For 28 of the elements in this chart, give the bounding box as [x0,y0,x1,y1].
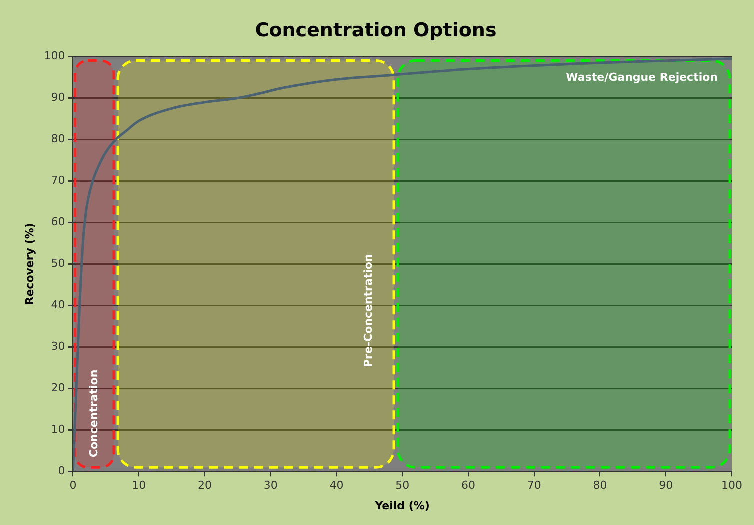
x-tick-label: 20 [198,479,212,492]
band-label: Pre-Concentration [362,254,375,368]
x-axis-title: Yeild (%) [374,499,430,512]
y-tick-label: 90 [51,91,66,104]
x-tick-label: 30 [264,479,278,492]
y-tick-label: 20 [51,382,66,394]
y-tick-label: 80 [51,132,66,146]
y-tick-label: 60 [51,216,66,229]
y-axis-title: Recovery (%) [23,223,36,306]
x-tick-label: 70 [527,479,542,492]
band-label: Concentration [87,370,100,458]
x-tick-label: 60 [461,479,476,492]
y-tick-label: 30 [51,340,66,354]
band-label: Waste/Gangue Rejection [566,71,718,84]
y-tick-label: 50 [51,257,66,270]
y-tick-label: 70 [51,174,66,188]
y-tick-label: 100 [44,50,66,63]
x-tick-label: 10 [132,479,146,492]
x-tick-label: 90 [659,479,674,492]
x-tick-label: 50 [396,479,410,492]
y-tick-label: 40 [51,298,66,312]
x-tick-label: 100 [722,479,742,492]
chart-title: Concentration Options [255,19,497,42]
x-tick-label: 80 [593,479,608,492]
y-tick-label: 0 [58,464,66,478]
y-tick-label: 10 [51,422,66,436]
x-tick-label: 40 [330,479,344,492]
x-tick-label: 0 [70,479,77,492]
